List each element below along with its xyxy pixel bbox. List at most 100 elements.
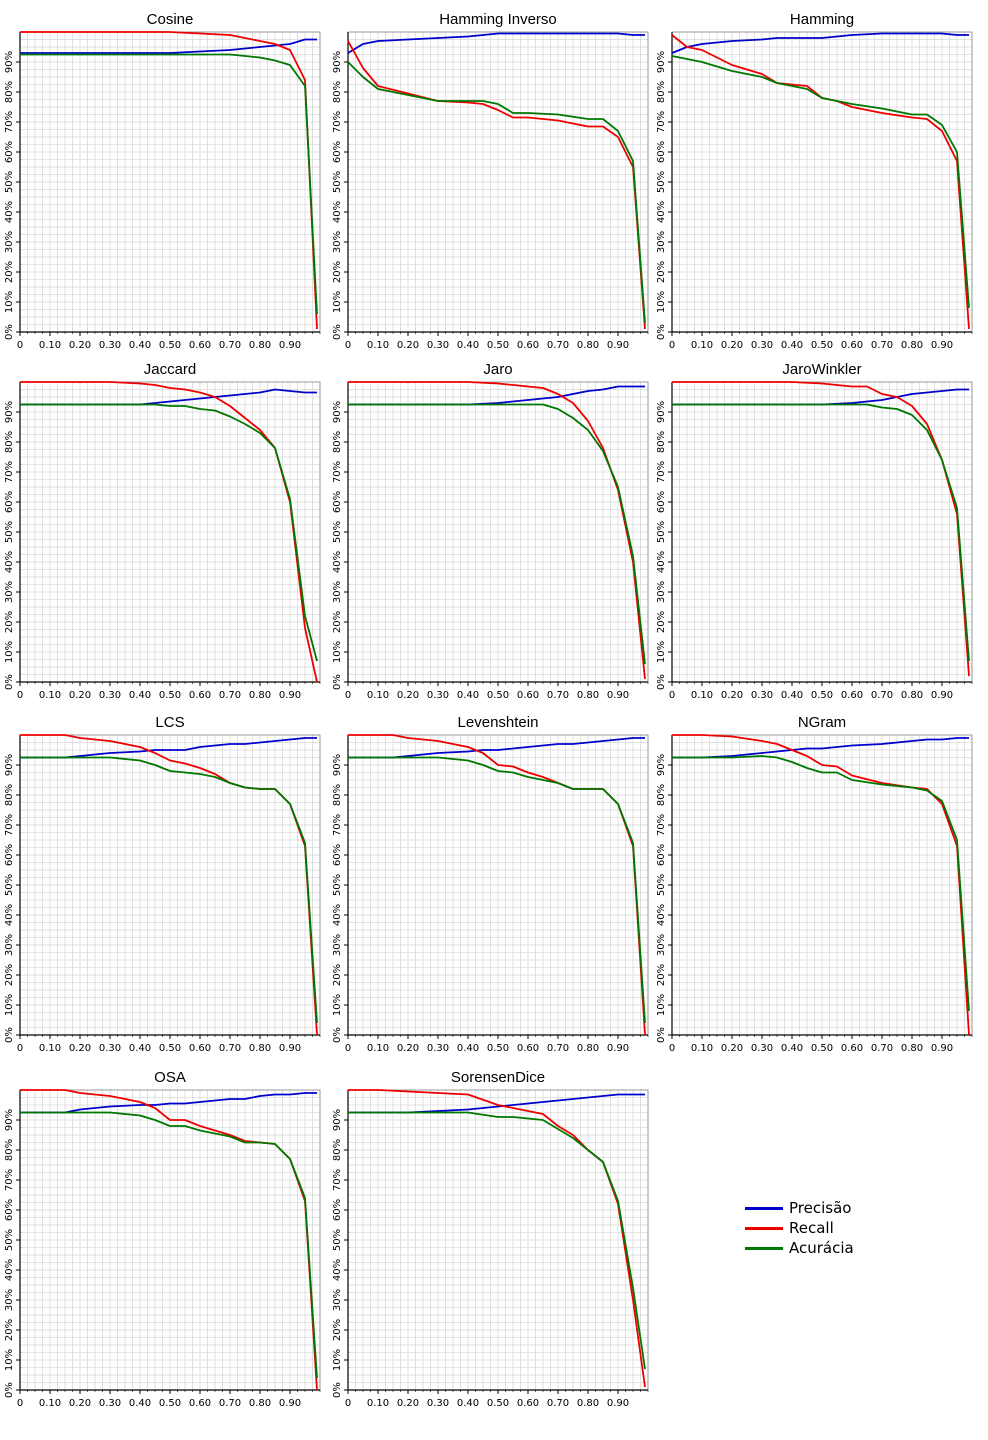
x-tick-label: 0.80 <box>901 690 923 701</box>
y-tick-label: 20% <box>4 261 15 283</box>
y-tick-label: 10% <box>332 994 343 1016</box>
x-tick-label: 0.70 <box>219 340 241 351</box>
x-tick-label: 0.70 <box>219 690 241 701</box>
x-tick-label: 0.60 <box>841 340 863 351</box>
x-tick-label: 0 <box>345 690 351 701</box>
y-tick-label: 70% <box>656 814 667 836</box>
series-line-recall <box>347 40 646 330</box>
x-tick-label: 0 <box>17 340 23 351</box>
y-tick-label: 50% <box>332 1229 343 1251</box>
x-tick-label: 0.40 <box>457 340 479 351</box>
series-line-acuracia <box>20 1111 318 1379</box>
x-tick-label: 0.60 <box>517 1043 539 1054</box>
chart-title: Cosine <box>147 11 194 28</box>
y-tick-label: 10% <box>656 291 667 313</box>
y-tick-label: 60% <box>4 141 15 163</box>
y-tick-label: 10% <box>332 291 343 313</box>
x-tick-label: 0.70 <box>219 1043 241 1054</box>
x-tick-label: 0.90 <box>931 340 953 351</box>
chart-hamming: Hamming 0 0.10 0.20 0.30 0.40 0.50 0.60 0.70 0.80… <box>656 11 973 351</box>
series-line-precisao <box>671 32 969 54</box>
y-tick-label: 70% <box>656 111 667 133</box>
y-tick-label: 80% <box>332 784 343 806</box>
x-tick-label: 0.70 <box>219 1398 241 1409</box>
y-tick-label: 0% <box>332 674 343 690</box>
series-line-precisao <box>20 737 317 759</box>
y-tick-label: 0% <box>332 324 343 340</box>
y-tick-label: 80% <box>4 1139 15 1161</box>
series-line-precisao <box>672 737 969 759</box>
chart-title: Hamming <box>790 11 854 28</box>
x-tick-label: 0.90 <box>279 1043 301 1054</box>
x-tick-label: 0.20 <box>721 690 743 701</box>
x-tick-label: 0.50 <box>487 1398 509 1409</box>
y-tick-label: 20% <box>4 964 15 986</box>
y-tick-label: 40% <box>656 904 667 926</box>
x-tick-label: 0.10 <box>691 1043 713 1054</box>
x-tick-label: 0.90 <box>279 1398 301 1409</box>
chart-title: Levenshtein <box>458 714 539 731</box>
x-tick-label: 0.10 <box>367 1398 389 1409</box>
y-tick-label: 90% <box>656 51 667 73</box>
x-tick-label: 0.70 <box>871 340 893 351</box>
y-tick-label: 90% <box>656 754 667 776</box>
x-tick-label: 0.20 <box>69 1043 91 1054</box>
x-tick-label: 0.20 <box>69 340 91 351</box>
x-tick-label: 0.50 <box>811 1043 833 1054</box>
y-tick-label: 80% <box>656 431 667 453</box>
y-tick-label: 30% <box>4 1289 15 1311</box>
x-tick-label: 0.90 <box>931 1043 953 1054</box>
series-line-acuracia <box>348 403 646 665</box>
x-tick-label: 0.30 <box>99 690 121 701</box>
y-tick-label: 0% <box>4 1027 15 1043</box>
x-tick-label: 0.50 <box>487 690 509 701</box>
legend-item-recall: Recall <box>745 1218 854 1238</box>
x-tick-label: 0.90 <box>279 690 301 701</box>
x-tick-label: 0.60 <box>517 340 539 351</box>
x-tick-label: 0.50 <box>487 340 509 351</box>
y-tick-label: 0% <box>4 1382 15 1398</box>
y-tick-label: 40% <box>4 551 15 573</box>
x-tick-label: 0.80 <box>901 340 923 351</box>
x-tick-label: 0.60 <box>517 690 539 701</box>
legend-label-precisao: Precisão <box>789 1199 852 1217</box>
y-tick-label: 60% <box>656 844 667 866</box>
x-tick-label: 0.70 <box>871 1043 893 1054</box>
series-line-acuracia <box>672 755 970 1012</box>
chart-title: Jaccard <box>144 361 197 378</box>
x-tick-label: 0.30 <box>751 340 773 351</box>
x-tick-label: 0 <box>345 1398 351 1409</box>
x-tick-label: 0.20 <box>721 340 743 351</box>
y-tick-label: 70% <box>4 814 15 836</box>
x-tick-label: 0.30 <box>751 690 773 701</box>
series-line-acuracia <box>672 403 970 662</box>
y-tick-label: 70% <box>332 461 343 483</box>
y-tick-label: 20% <box>332 964 343 986</box>
y-tick-label: 40% <box>656 551 667 573</box>
x-tick-label: 0.30 <box>99 340 121 351</box>
y-tick-label: 30% <box>4 581 15 603</box>
y-tick-label: 70% <box>332 111 343 133</box>
y-tick-label: 30% <box>332 1289 343 1311</box>
y-tick-label: 50% <box>656 171 667 193</box>
legend: Precisão Recall Acurácia <box>745 1198 854 1258</box>
x-tick-label: 0 <box>345 1043 351 1054</box>
x-tick-label: 0 <box>17 1398 23 1409</box>
y-tick-label: 90% <box>332 754 343 776</box>
y-tick-label: 90% <box>656 401 667 423</box>
x-tick-label: 0.10 <box>39 340 61 351</box>
y-tick-label: 50% <box>4 171 15 193</box>
x-tick-label: 0.80 <box>577 1398 599 1409</box>
y-tick-label: 20% <box>4 611 15 633</box>
series-line-acuracia <box>20 53 318 315</box>
x-tick-label: 0.90 <box>607 1398 629 1409</box>
legend-swatch-acuracia <box>745 1246 783 1250</box>
y-tick-label: 60% <box>332 491 343 513</box>
legend-swatch-recall <box>745 1226 783 1230</box>
y-tick-label: 30% <box>332 231 343 253</box>
x-tick-label: 0.70 <box>547 690 569 701</box>
x-tick-label: 0.80 <box>901 1043 923 1054</box>
series-line-acuracia <box>20 403 318 662</box>
x-tick-label: 0.90 <box>279 340 301 351</box>
y-tick-label: 40% <box>332 1259 343 1281</box>
